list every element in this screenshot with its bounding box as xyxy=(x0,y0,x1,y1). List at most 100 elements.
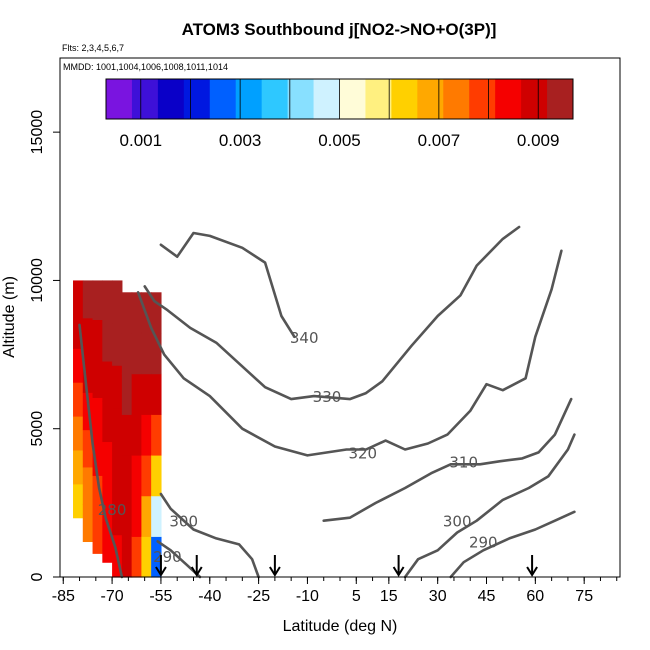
heatmap-cell xyxy=(151,454,162,497)
colorbar-swatch xyxy=(235,79,263,119)
heatmap-cell xyxy=(151,414,162,456)
colorbar-swatch xyxy=(209,79,237,119)
colorbar-swatch xyxy=(106,79,133,119)
chart-title: ATOM3 Southbound j[NO2->NO+O(3P)] xyxy=(182,20,497,39)
colorbar-swatch xyxy=(495,79,522,119)
contour-label-layer: 340 330 320 310 300 300 290 290 280 xyxy=(98,329,498,566)
heatmap-cell xyxy=(73,314,84,349)
x-tick-label: -85 xyxy=(52,588,75,605)
y-tick-label: 10000 xyxy=(29,258,46,303)
heatmap-cell xyxy=(92,397,103,437)
x-axis-label: Latitude (deg N) xyxy=(283,618,398,635)
heatmap-cell xyxy=(112,280,123,324)
heatmap-cell xyxy=(141,495,152,537)
heatmap-cell xyxy=(141,414,152,456)
colorbar-swatch xyxy=(365,79,392,119)
heatmap-cell xyxy=(131,536,142,578)
heatmap-cell xyxy=(92,514,103,554)
heatmap-cell xyxy=(82,466,94,505)
x-tick-label: 60 xyxy=(526,588,544,605)
heatmap-cell xyxy=(121,332,133,375)
heatmap-cell xyxy=(92,436,103,476)
x-tick-label: 30 xyxy=(429,588,447,605)
heatmap-cell xyxy=(73,416,84,451)
contour-line-320 xyxy=(136,249,563,457)
colorbar-swatch xyxy=(521,79,548,119)
heatmap-cell xyxy=(151,332,162,375)
heatmap-cell xyxy=(141,454,152,497)
flight-arrow-layer xyxy=(155,555,538,577)
y-axis: 0 5000 10000 15000 xyxy=(29,110,60,581)
contour-label-280: 280 xyxy=(98,501,127,519)
flight-arrow-head xyxy=(526,566,538,577)
contour-line-280 xyxy=(78,323,124,579)
contour-label-310: 310 xyxy=(449,453,478,471)
y-tick-label: 0 xyxy=(29,572,46,581)
colorbar: 0.001 0.003 0.005 0.007 0.009 xyxy=(105,78,574,150)
contour-line-310 xyxy=(322,397,573,522)
heatmap-cell xyxy=(73,382,84,417)
heatmap-cell xyxy=(102,401,113,443)
heatmap-cell xyxy=(112,492,123,536)
heatmap-cell xyxy=(112,449,123,493)
x-tick-label: -55 xyxy=(149,588,172,605)
colorbar-swatch xyxy=(131,79,159,119)
heatmap-cell xyxy=(121,495,133,537)
contour-label-300: 300 xyxy=(169,513,198,531)
heatmap-cell xyxy=(121,536,133,578)
heatmap-cell xyxy=(131,292,142,334)
heatmap-cell xyxy=(102,360,113,402)
x-tick-label: 75 xyxy=(575,588,593,605)
heatmap-cell xyxy=(73,280,84,315)
heatmap-cell xyxy=(92,475,103,515)
colorbar-tick-label: 0.003 xyxy=(219,131,262,150)
x-axis: -85 -70 -55 -40 -25 -10 5 15 30 45 60 75 xyxy=(52,577,618,605)
colorbar-tick-label: 0.007 xyxy=(418,131,461,150)
y-tick-label: 5000 xyxy=(29,411,46,447)
heatmap-cell xyxy=(102,280,113,322)
colorbar-swatch xyxy=(391,79,418,119)
colorbar-swatch xyxy=(443,79,470,119)
heatmap-cell xyxy=(151,373,162,415)
contour-line-300 xyxy=(159,492,260,579)
heatmap-cell xyxy=(82,504,94,543)
heatmap-layer xyxy=(73,280,162,578)
heatmap-cell xyxy=(102,441,113,483)
colorbar-swatch xyxy=(339,79,366,119)
colorbar-swatch xyxy=(313,79,340,119)
heatmap-cell xyxy=(102,521,113,563)
colorbar-tick-label: 0.009 xyxy=(517,131,560,150)
heatmap-cell xyxy=(82,280,94,319)
contour-line-330 xyxy=(143,225,521,401)
colorbar-swatch xyxy=(287,79,315,119)
contour-label-290: 290 xyxy=(469,533,498,551)
heatmap-cell xyxy=(82,355,94,393)
contour-line-300 xyxy=(403,433,576,579)
flight-arrow-head xyxy=(392,566,405,577)
contour-layer xyxy=(78,225,576,579)
heatmap-cell xyxy=(141,536,152,578)
heatmap-cell xyxy=(151,292,162,334)
x-tick-label: -40 xyxy=(198,588,221,605)
heatmap-cell xyxy=(82,317,94,356)
heatmap-cell xyxy=(141,373,152,415)
heatmap-cell xyxy=(141,332,152,375)
x-tick-label: 5 xyxy=(352,588,361,605)
x-tick-label: -10 xyxy=(296,588,319,605)
x-tick-label: 45 xyxy=(478,588,496,605)
heatmap-cell xyxy=(121,373,133,415)
x-tick-label: -25 xyxy=(247,588,270,605)
heatmap-cell xyxy=(112,322,123,366)
heatmap-cell xyxy=(151,495,162,537)
flight-arrow-head xyxy=(155,566,167,577)
heatmap-cell xyxy=(131,495,142,537)
colorbar-frame xyxy=(105,78,574,120)
heatmap-cell xyxy=(131,454,142,497)
x-tick-label: 15 xyxy=(380,588,398,605)
heatmap-cell xyxy=(131,414,142,456)
heatmap-cell xyxy=(73,483,84,519)
heatmap-cell xyxy=(112,407,123,451)
x-tick-label: -70 xyxy=(101,588,124,605)
colorbar-swatch xyxy=(261,79,289,119)
heatmap-cell xyxy=(131,332,142,375)
